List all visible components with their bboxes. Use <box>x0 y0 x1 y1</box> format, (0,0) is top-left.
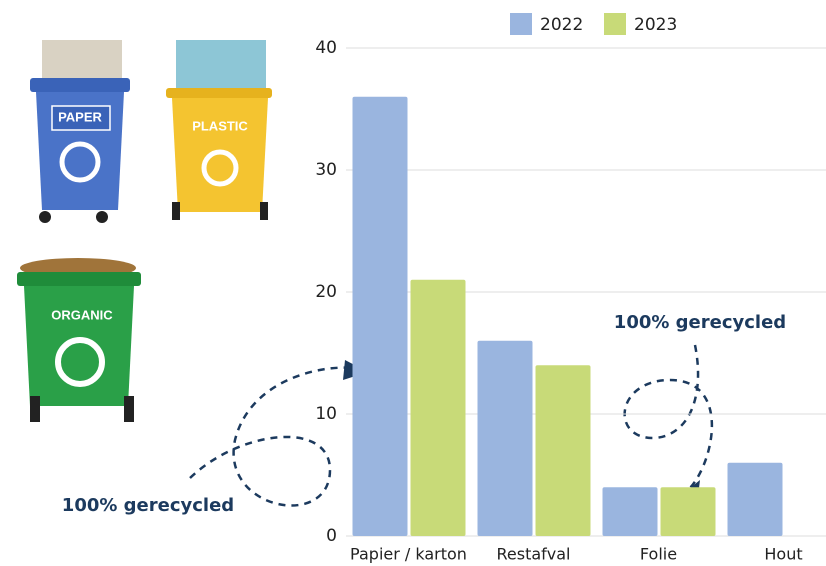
y-tick-label: 40 <box>315 38 337 58</box>
arrow <box>623 344 714 489</box>
bin-label: PLASTIC <box>192 118 248 133</box>
x-tick-label: Folie <box>640 545 677 564</box>
bar <box>352 96 408 537</box>
y-tick-label: 30 <box>315 160 337 180</box>
organic-bin: ORGANIC <box>17 258 141 422</box>
bar <box>535 365 591 536</box>
bar <box>602 487 658 536</box>
y-tick-label: 10 <box>315 404 337 424</box>
y-tick-label: 20 <box>315 282 337 302</box>
x-tick-label: Hout <box>764 545 802 564</box>
y-tick-label: 0 <box>326 526 337 546</box>
x-tick-label: Papier / karton <box>350 545 467 564</box>
annotation: 100% gerecycled <box>614 312 786 333</box>
legend-swatch <box>604 13 626 35</box>
legend-swatch <box>510 13 532 35</box>
bar <box>477 340 533 536</box>
bin-label: PAPER <box>58 109 102 124</box>
x-tick-label: Restafval <box>496 545 570 564</box>
arrow <box>189 366 353 507</box>
annotation: 100% gerecycled <box>62 495 234 516</box>
legend-label: 2022 <box>540 15 583 35</box>
bar <box>410 279 466 536</box>
bar <box>727 462 783 536</box>
paper-bin: PAPER <box>30 40 130 223</box>
bar <box>660 487 716 536</box>
plastic-bin: PLASTIC <box>166 40 272 220</box>
bin-label: ORGANIC <box>51 307 113 322</box>
legend-label: 2023 <box>634 15 677 35</box>
